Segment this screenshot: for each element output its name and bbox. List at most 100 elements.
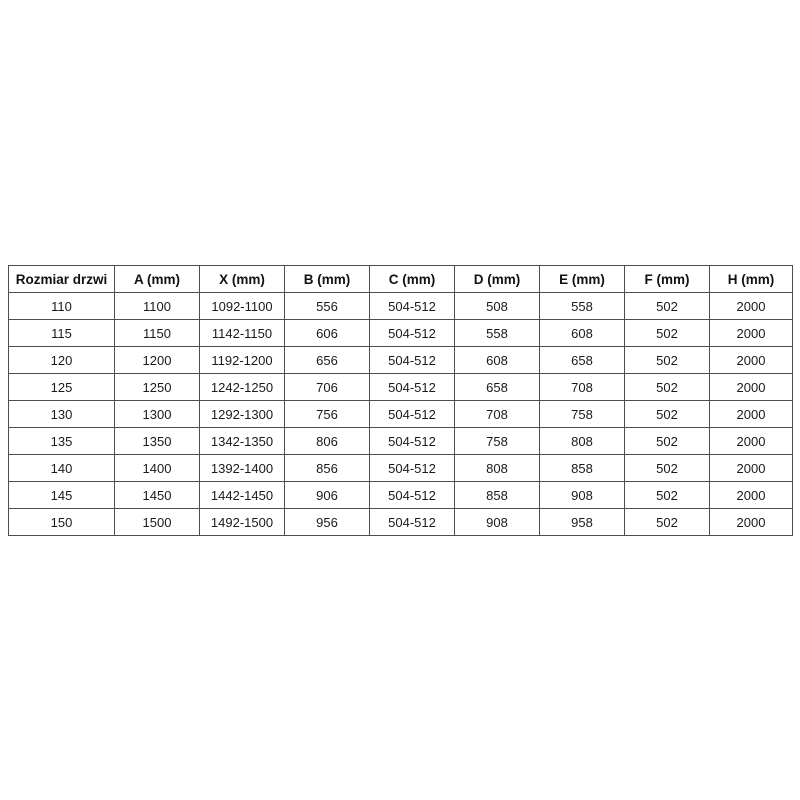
table-row: 110 1100 1092-1100 556 504-512 508 558 5… [8,292,793,320]
table-cell: 558 [539,292,625,320]
table-cell: 502 [624,427,710,455]
table-cell: 1342-1350 [199,427,285,455]
table-cell: 1142-1150 [199,319,285,347]
header-row: Rozmiar drzwi A (mm) X (mm) B (mm) C (mm… [8,265,793,293]
table-cell: 504-512 [369,400,455,428]
table-cell: 1350 [114,427,200,455]
table-cell: 504-512 [369,481,455,509]
table-cell: 502 [624,454,710,482]
table-cell: 906 [284,481,370,509]
table-cell: 806 [284,427,370,455]
table-cell: 1192-1200 [199,346,285,374]
column-header-a-mm: A (mm) [114,265,200,293]
table-cell: 756 [284,400,370,428]
table-cell: 2000 [709,292,793,320]
table-cell: 958 [539,508,625,536]
table-cell: 140 [8,454,115,482]
table-cell: 2000 [709,454,793,482]
table-cell: 502 [624,400,710,428]
table-cell: 558 [454,319,540,347]
table-cell: 504-512 [369,346,455,374]
table-cell: 1200 [114,346,200,374]
table-row: 140 1400 1392-1400 856 504-512 808 858 5… [8,454,793,482]
table-cell: 502 [624,481,710,509]
table-cell: 110 [8,292,115,320]
table-cell: 856 [284,454,370,482]
table-cell: 708 [454,400,540,428]
table-cell: 606 [284,319,370,347]
table-cell: 1250 [114,373,200,401]
table-cell: 150 [8,508,115,536]
table-cell: 658 [539,346,625,374]
column-header-d-mm: D (mm) [454,265,540,293]
table-row: 135 1350 1342-1350 806 504-512 758 808 5… [8,427,793,455]
table-cell: 1500 [114,508,200,536]
table-cell: 130 [8,400,115,428]
table-cell: 758 [454,427,540,455]
table-cell: 908 [454,508,540,536]
table-cell: 656 [284,346,370,374]
table-cell: 658 [454,373,540,401]
table-row: 130 1300 1292-1300 756 504-512 708 758 5… [8,400,793,428]
column-header-f-mm: F (mm) [624,265,710,293]
column-header-h-mm: H (mm) [709,265,793,293]
table-cell: 608 [539,319,625,347]
table-row: 150 1500 1492-1500 956 504-512 908 958 5… [8,508,793,536]
table-cell: 504-512 [369,292,455,320]
table-cell: 502 [624,319,710,347]
table-cell: 858 [539,454,625,482]
table-cell: 1292-1300 [199,400,285,428]
table-cell: 1400 [114,454,200,482]
table-cell: 502 [624,292,710,320]
table-cell: 2000 [709,427,793,455]
table-cell: 608 [454,346,540,374]
table-cell: 706 [284,373,370,401]
table-cell: 115 [8,319,115,347]
table-cell: 502 [624,508,710,536]
table-cell: 120 [8,346,115,374]
door-size-spec-table: Rozmiar drzwi A (mm) X (mm) B (mm) C (mm… [8,265,793,536]
table-cell: 2000 [709,373,793,401]
table-row: 115 1150 1142-1150 606 504-512 558 608 5… [8,319,793,347]
table-cell: 1300 [114,400,200,428]
table-cell: 504-512 [369,508,455,536]
table-cell: 508 [454,292,540,320]
table-cell: 145 [8,481,115,509]
table-cell: 808 [454,454,540,482]
table-cell: 956 [284,508,370,536]
table-row: 125 1250 1242-1250 706 504-512 658 708 5… [8,373,793,401]
table-cell: 2000 [709,481,793,509]
column-header-x-mm: X (mm) [199,265,285,293]
table-cell: 504-512 [369,427,455,455]
table-cell: 504-512 [369,454,455,482]
table-cell: 556 [284,292,370,320]
table-cell: 2000 [709,319,793,347]
table-cell: 504-512 [369,319,455,347]
table-cell: 1442-1450 [199,481,285,509]
table-cell: 808 [539,427,625,455]
table-cell: 1492-1500 [199,508,285,536]
table-cell: 1092-1100 [199,292,285,320]
table-cell: 858 [454,481,540,509]
table-cell: 1450 [114,481,200,509]
table-cell: 2000 [709,508,793,536]
table-cell: 504-512 [369,373,455,401]
table-cell: 758 [539,400,625,428]
table-cell: 125 [8,373,115,401]
table-row: 145 1450 1442-1450 906 504-512 858 908 5… [8,481,793,509]
table-row: 120 1200 1192-1200 656 504-512 608 658 5… [8,346,793,374]
table-cell: 502 [624,373,710,401]
table-cell: 1392-1400 [199,454,285,482]
column-header-e-mm: E (mm) [539,265,625,293]
column-header-b-mm: B (mm) [284,265,370,293]
table-cell: 2000 [709,400,793,428]
table-cell: 708 [539,373,625,401]
table-cell: 135 [8,427,115,455]
table-cell: 2000 [709,346,793,374]
column-header-c-mm: C (mm) [369,265,455,293]
column-header-rozmiar-drzwi: Rozmiar drzwi [8,265,115,293]
table-cell: 1100 [114,292,200,320]
table-cell: 1242-1250 [199,373,285,401]
table-cell: 502 [624,346,710,374]
